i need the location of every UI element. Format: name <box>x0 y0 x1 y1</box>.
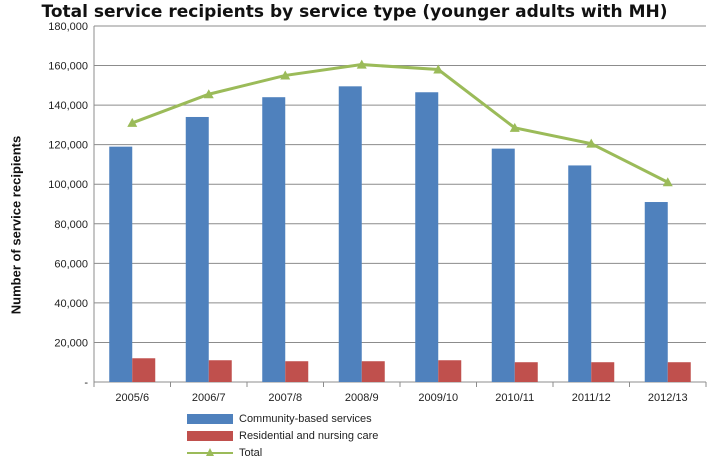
marker-total <box>586 138 597 148</box>
bar-community <box>415 92 439 382</box>
legend-label-community: Community-based services <box>239 412 372 425</box>
bar-community <box>109 146 133 382</box>
y-tick-label: 100,000 <box>48 179 88 191</box>
marker-total <box>203 89 214 99</box>
y-tick-label: 180,000 <box>48 21 88 33</box>
y-tick-label: 80,000 <box>54 219 88 231</box>
legend-label-total: Total <box>239 446 263 459</box>
y-tick-label: 160,000 <box>48 61 88 73</box>
marker-total <box>662 177 673 187</box>
legend-swatch-community <box>187 413 233 424</box>
bar-residential <box>438 360 462 382</box>
line-total <box>131 63 669 184</box>
legend: Community-based services Residential and… <box>187 410 378 461</box>
y-tick-label: 140,000 <box>48 100 88 112</box>
legend-item-community: Community-based services <box>187 410 378 427</box>
bar-residential <box>514 362 538 382</box>
y-tick-label: 40,000 <box>54 298 88 310</box>
x-tick-label: 2010/11 <box>495 392 534 404</box>
marker-total <box>280 70 291 80</box>
bar-community <box>644 202 668 382</box>
bar-community <box>185 116 209 382</box>
bar-community <box>338 86 362 383</box>
legend-item-residential: Residential and nursing care <box>187 427 378 444</box>
bar-community <box>262 97 286 382</box>
x-tick-label: 2007/8 <box>268 392 302 404</box>
x-tick-label: 2008/9 <box>345 392 379 404</box>
bar-community <box>491 148 515 382</box>
bar-residential <box>591 362 615 382</box>
marker-total <box>356 59 367 69</box>
x-tick-label: 2006/7 <box>192 392 226 404</box>
x-tick-label: 2005/6 <box>115 392 149 404</box>
y-tick-label: 60,000 <box>54 258 88 270</box>
x-tick-label: 2012/13 <box>648 392 688 404</box>
y-tick-label: 20,000 <box>54 337 88 349</box>
marker-total <box>509 122 520 132</box>
y-tick-label: - <box>84 377 88 389</box>
bar-residential <box>208 360 232 382</box>
bar-residential <box>285 361 309 382</box>
bar-residential <box>132 358 156 382</box>
legend-item-total: Total <box>187 444 378 461</box>
marker-total <box>433 64 444 74</box>
bar-community <box>568 165 592 382</box>
bar-residential <box>667 362 691 382</box>
chart-title: Total service recipients by service type… <box>41 2 668 22</box>
legend-label-residential: Residential and nursing care <box>239 429 379 442</box>
bar-residential <box>361 361 385 382</box>
x-tick-label: 2011/12 <box>572 392 611 404</box>
y-tick-label: 120,000 <box>48 140 88 152</box>
marker-total <box>127 117 138 127</box>
legend-line-total <box>187 447 233 459</box>
legend-swatch-residential <box>187 430 233 441</box>
x-tick-label: 2009/10 <box>418 392 458 404</box>
